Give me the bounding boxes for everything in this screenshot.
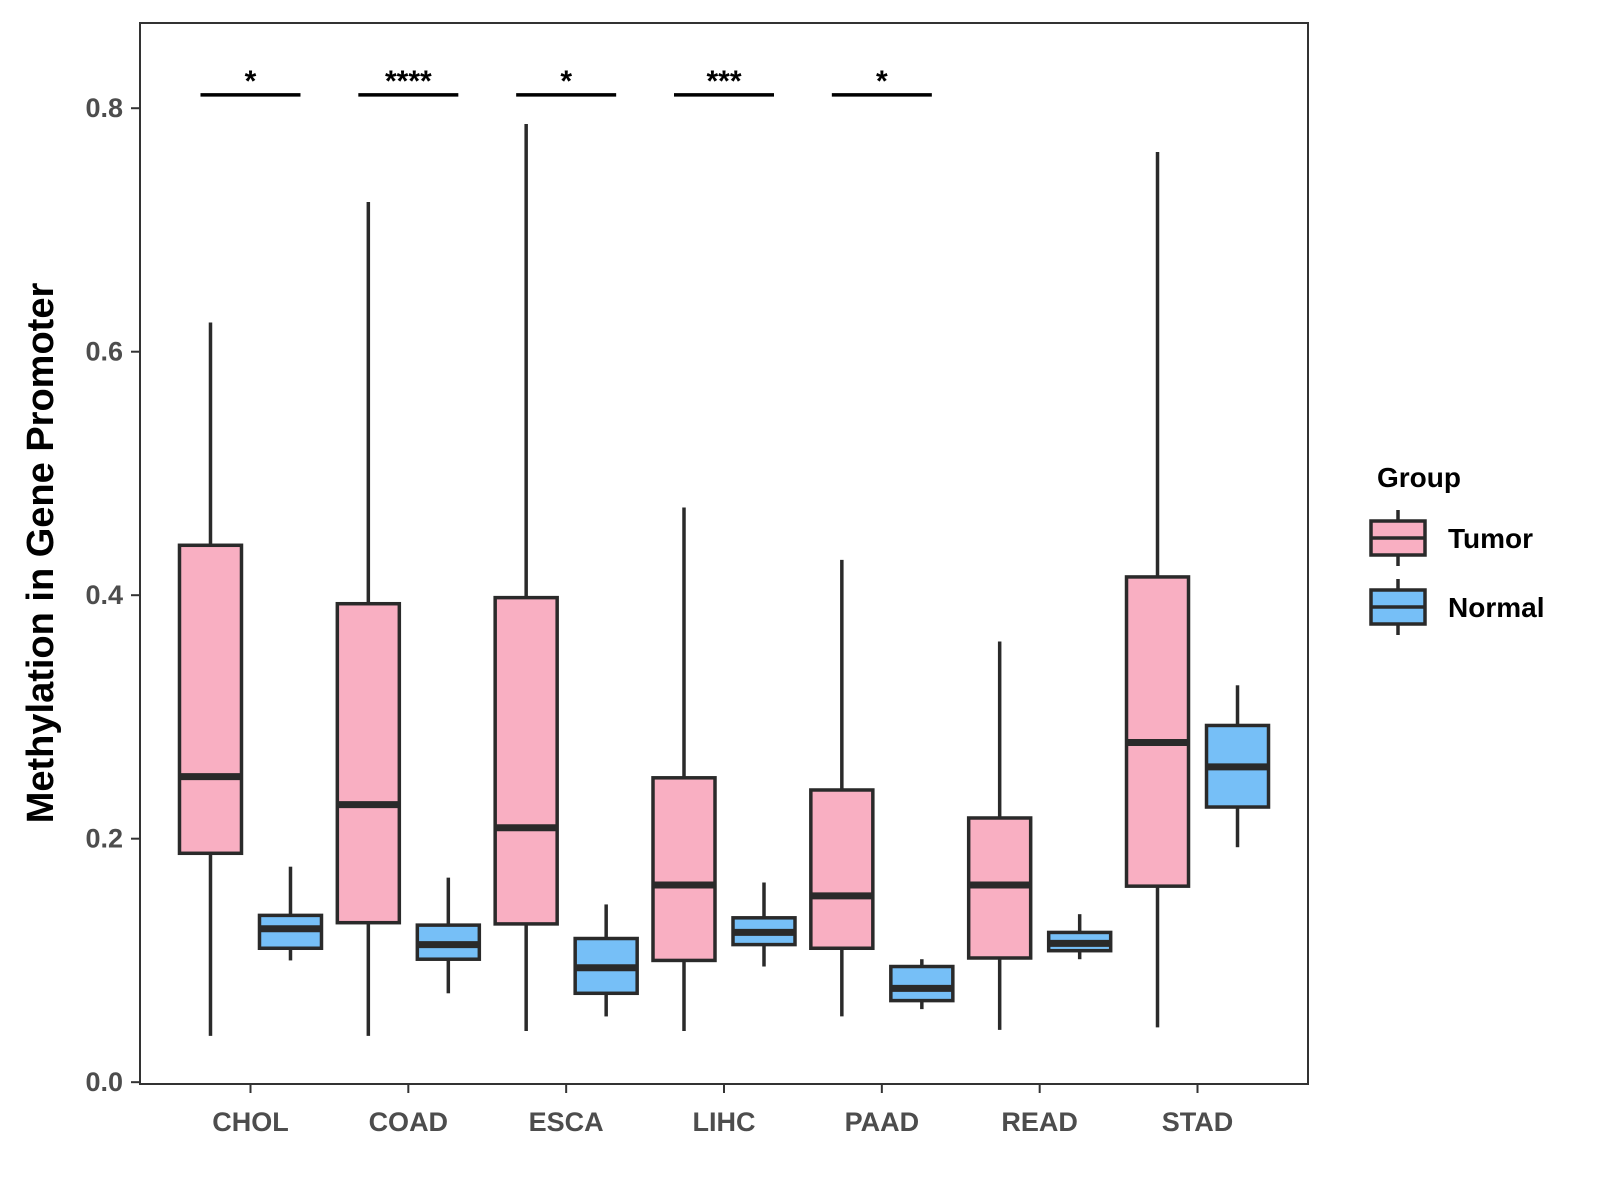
box-normal-coad bbox=[415, 877, 482, 994]
significance-layer: * **** * *** * bbox=[200, 65, 932, 98]
x-tick-label: LIHC bbox=[693, 1107, 756, 1137]
box-body bbox=[335, 601, 402, 925]
box-body bbox=[651, 776, 717, 963]
legend-title: Group bbox=[1377, 462, 1461, 493]
x-tick-label: PAAD bbox=[845, 1107, 920, 1137]
legend-entry-normal: Normal bbox=[1369, 579, 1544, 635]
significance-label: * bbox=[560, 65, 572, 98]
box-tumor-stad bbox=[1124, 152, 1191, 1028]
y-tick-label: 0.6 bbox=[85, 337, 123, 367]
x-tick-label: COAD bbox=[369, 1107, 449, 1137]
significance-label: * bbox=[876, 65, 888, 98]
y-axis-title: Methylation in Gene Promoter bbox=[20, 283, 62, 824]
significance-coad: **** bbox=[358, 65, 459, 98]
significance-label: *** bbox=[706, 65, 741, 98]
box-normal-read bbox=[1046, 914, 1113, 960]
y-tick-label: 0.0 bbox=[85, 1067, 123, 1097]
box-body bbox=[1124, 575, 1191, 888]
legend: Group Tumor Normal bbox=[1369, 462, 1544, 635]
y-tick-label: 0.4 bbox=[85, 580, 123, 610]
significance-label: **** bbox=[385, 65, 432, 98]
significance-chol: * bbox=[200, 65, 301, 98]
box-normal-lihc bbox=[731, 882, 797, 967]
box-tumor-lihc bbox=[651, 507, 717, 1032]
box-body bbox=[889, 964, 955, 1003]
significance-lihc: *** bbox=[674, 65, 774, 98]
box-normal-stad bbox=[1204, 685, 1271, 848]
y-tick-label: 0.8 bbox=[85, 93, 123, 123]
y-tick-label: 0.2 bbox=[85, 824, 123, 854]
boxes-layer bbox=[177, 124, 1271, 1036]
box-tumor-coad bbox=[335, 201, 402, 1036]
box-tumor-paad bbox=[809, 559, 875, 1017]
significance-esca: * bbox=[516, 65, 617, 98]
box-tumor-read bbox=[966, 641, 1033, 1030]
significance-paad: * bbox=[831, 65, 932, 98]
box-body bbox=[493, 595, 559, 926]
box-tumor-esca bbox=[493, 124, 559, 1032]
x-tick-label: ESCA bbox=[529, 1107, 604, 1137]
x-axis: CHOL COAD ESCA LIHC PAAD READ STAD bbox=[212, 1084, 1233, 1137]
box-normal-paad bbox=[889, 959, 955, 1010]
box-body bbox=[809, 788, 875, 951]
x-tick-label: READ bbox=[1001, 1107, 1078, 1137]
box-body bbox=[177, 543, 244, 856]
x-tick-label: STAD bbox=[1162, 1107, 1234, 1137]
box-normal-chol bbox=[257, 866, 324, 961]
legend-entry-tumor: Tumor bbox=[1369, 510, 1533, 566]
box-tumor-chol bbox=[177, 322, 244, 1036]
x-tick-label: CHOL bbox=[212, 1107, 289, 1137]
significance-label: * bbox=[245, 65, 257, 98]
legend-label: Normal bbox=[1448, 592, 1544, 623]
box-normal-esca bbox=[573, 904, 639, 1017]
y-axis: 0.0 0.2 0.4 0.6 0.8 bbox=[85, 93, 140, 1097]
legend-label: Tumor bbox=[1448, 523, 1533, 554]
